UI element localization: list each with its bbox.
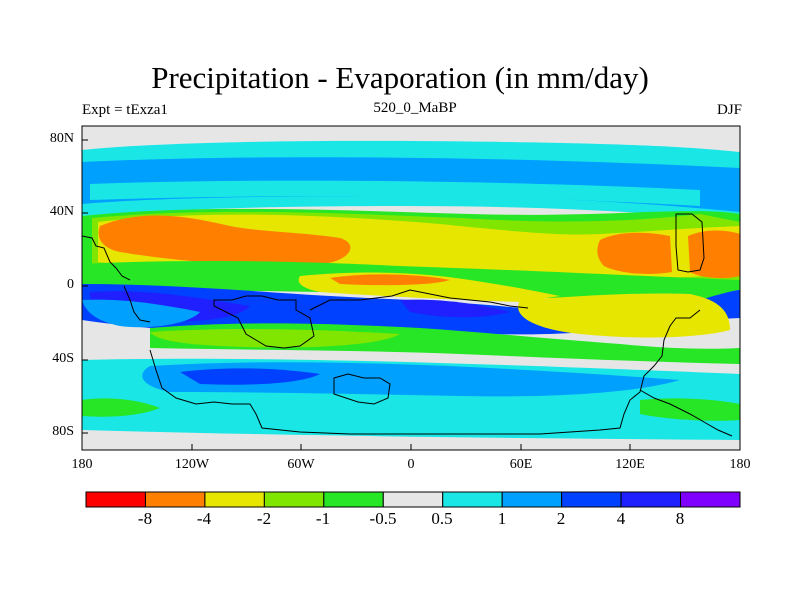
band-south-darkblue-2: [400, 299, 510, 318]
colorbar-box: [144, 491, 206, 508]
experiment-label: Expt = tExza1: [82, 102, 168, 118]
colorbar-box: [382, 491, 444, 508]
colorbar-tick-label: 8: [675, 509, 685, 528]
band-southpolar-green-2: [640, 398, 740, 421]
band-north-cyan-inner: [90, 180, 700, 206]
period-label: 520_0_MaBP: [373, 100, 457, 116]
season-label: DJF: [716, 102, 742, 118]
orange-asia: [597, 232, 672, 274]
coastline-gondwana-west: [213, 295, 315, 349]
lon-tick-label: 60W: [287, 457, 315, 472]
coastline-island: [333, 373, 391, 405]
band-south-yellowgreen: [150, 328, 400, 348]
colorbar-box: [204, 491, 265, 508]
coastline-laurentia: [123, 285, 151, 323]
band-south-skyblue: [82, 299, 200, 328]
colorbar-box: [561, 491, 622, 508]
lat-tick-label: 0: [67, 277, 74, 292]
colorbar-tick-label: 0.5: [431, 509, 453, 528]
colorbar-tick-label: 1: [497, 509, 507, 528]
colorbar-box: [263, 491, 325, 508]
coastline-gondwana-central: [309, 289, 529, 311]
colorbar-box: [323, 491, 384, 508]
coastline-north: [82, 235, 131, 281]
band-south-yellow: [518, 293, 730, 338]
coastline-siberia: [675, 213, 705, 273]
colorbar-tick-label: 4: [616, 509, 626, 528]
colorbar-box: [85, 491, 146, 508]
colorbar-box: [501, 491, 563, 508]
colorbar-tick-label: 2: [556, 509, 566, 528]
axis-ticks: [81, 139, 741, 450]
band-southpolar-blue: [180, 368, 320, 385]
colorbar-tick-label: -0.5: [369, 509, 397, 528]
coastline-east: [639, 389, 733, 437]
coastlines: [82, 213, 733, 437]
band-equator-orange: [330, 274, 450, 286]
lat-tick-label: 40S: [52, 351, 74, 366]
band-southpolar-green: [82, 398, 160, 417]
colorbar-tick-label: -8: [137, 509, 153, 528]
colorbar-box: [680, 491, 741, 508]
lat-tick-label: 80S: [52, 424, 74, 439]
lat-tick-label: 40N: [49, 204, 74, 219]
lon-tick-label: 180: [729, 457, 751, 472]
lon-tick-label: 120W: [174, 457, 210, 472]
lon-tick-label: 0: [407, 457, 415, 472]
coastline-south-continent: [149, 309, 701, 435]
lon-tick-label: 60E: [509, 457, 533, 472]
colorbar-tick-label: -4: [196, 509, 212, 528]
map-field: [82, 126, 740, 450]
lat-tick-label: 80N: [49, 131, 74, 146]
colorbar-box: [620, 491, 682, 508]
lon-tick-label: 180: [71, 457, 93, 472]
colorbar-boxes: [85, 491, 741, 508]
map-title: Precipitation - Evaporation (in mm/day): [151, 60, 649, 95]
colorbar-tick-label: -1: [315, 509, 331, 528]
colorbar-box: [442, 491, 503, 508]
orange-north-pacific: [98, 215, 351, 266]
colorbar-tick-label: -2: [256, 509, 272, 528]
lon-tick-label: 120E: [615, 457, 645, 472]
